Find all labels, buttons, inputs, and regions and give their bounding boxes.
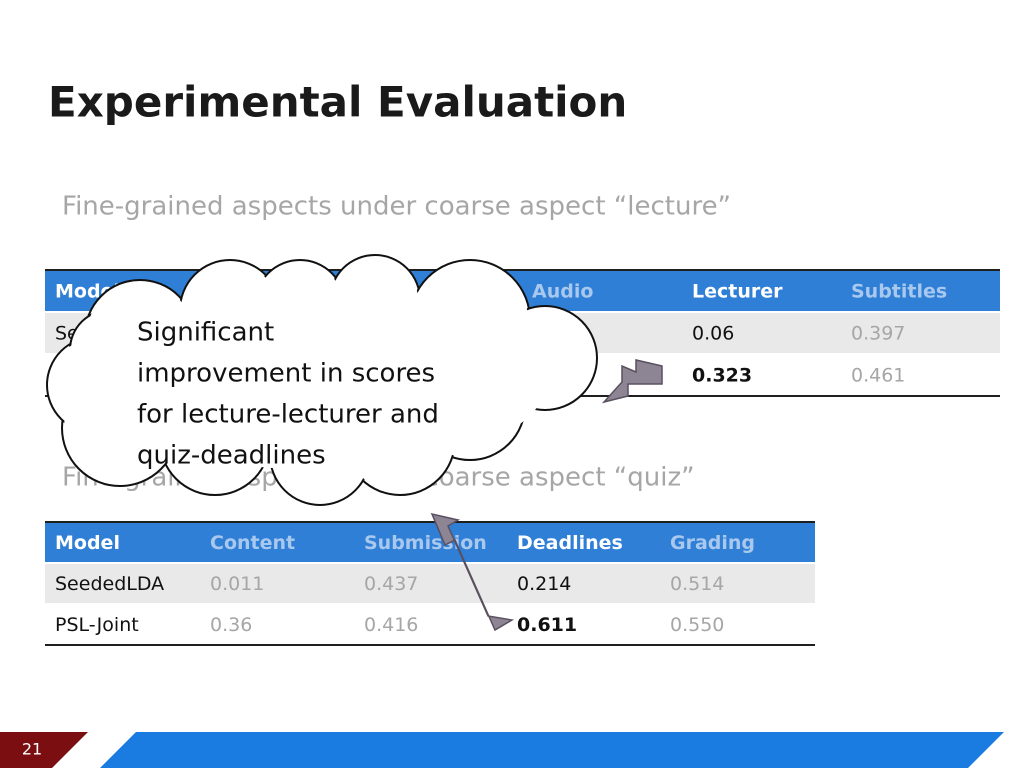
cell: 0.06 [692, 323, 734, 345]
cell: PSL-Joint [55, 614, 139, 636]
cell: 0.461 [851, 365, 905, 387]
cell: SeededLDA [55, 573, 164, 595]
cell: 0.514 [670, 573, 724, 595]
column-header: Model [55, 532, 120, 554]
cell: 0.323 [692, 365, 752, 387]
page-badge [0, 732, 88, 768]
cell: 0.611 [517, 614, 577, 636]
arrow [601, 359, 663, 404]
row-bg [45, 563, 815, 604]
callout-text: Significant [137, 318, 274, 348]
callout-cloud: Significant improvement in scores for lect… [46, 254, 598, 506]
row-bg [45, 604, 815, 645]
cell: 0.397 [851, 323, 905, 345]
column-header: Content [210, 532, 295, 554]
page-number: 21 [22, 740, 42, 759]
column-header: Deadlines [517, 532, 623, 554]
callout-text: quiz-deadlines [137, 441, 326, 471]
table-header-bg [45, 522, 815, 563]
column-header: Audio [532, 281, 593, 303]
cell: 0.437 [364, 573, 418, 595]
column-header: Grading [670, 532, 755, 554]
slide-title: Experimental Evaluation [48, 78, 627, 127]
cell: 0.550 [670, 614, 724, 636]
column-header: Lecturer [692, 281, 783, 303]
column-header: Subtitles [851, 281, 947, 303]
cell: 0.214 [517, 573, 571, 595]
caption: Fine-grained aspects under coarse aspect… [62, 192, 731, 222]
cloud-fill [95, 300, 545, 470]
footer-bar [100, 732, 1004, 768]
callout-text: for lecture-lecturer and [137, 400, 439, 430]
callout-text: improvement in scores [137, 359, 435, 389]
cell: 0.36 [210, 614, 252, 636]
column-header: Submission [364, 532, 487, 554]
cell: 0.416 [364, 614, 418, 636]
cell: 0.011 [210, 573, 264, 595]
arrow [430, 512, 515, 632]
